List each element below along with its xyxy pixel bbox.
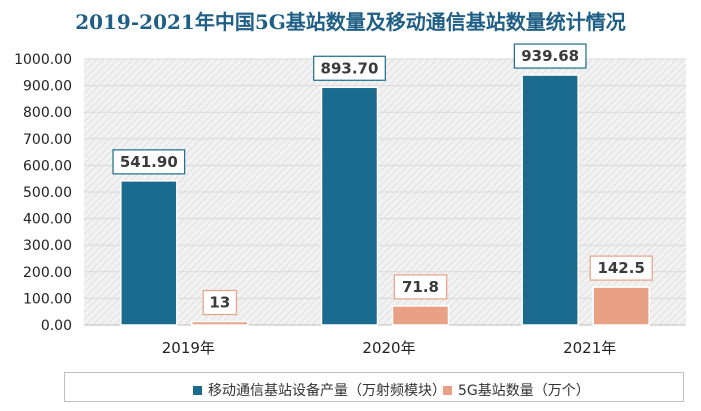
y-tick-label: 200.00 (23, 265, 72, 281)
legend-label-production: 移动通信基站设备产量（万射频模块） (208, 383, 446, 399)
bar (320, 86, 379, 326)
legend-label-5g: 5G基站数量（万个） (458, 383, 590, 399)
y-tick-label: 900.00 (23, 79, 72, 95)
y-tick-label: 400.00 (23, 212, 72, 228)
bar (592, 286, 650, 326)
data-label-box (112, 149, 186, 175)
data-label: 142.5 (597, 259, 644, 277)
y-tick-label: 700.00 (23, 132, 72, 148)
bar (120, 180, 178, 326)
y-tick-label: 0.00 (41, 318, 72, 334)
x-tick-label: 2020年 (362, 339, 415, 357)
data-label: 13 (209, 294, 230, 312)
y-tick-label: 800.00 (23, 105, 72, 121)
data-label: 541.90 (120, 153, 178, 171)
data-label-box (513, 43, 587, 69)
y-tick-label: 100.00 (23, 291, 72, 307)
x-tick-label: 2021年 (563, 339, 616, 357)
y-tick-label: 600.00 (23, 158, 72, 174)
legend-item-production: 移动通信基站设备产量（万射频模块） (193, 380, 446, 400)
legend-swatch-5g (443, 385, 452, 395)
y-tick-label: 300.00 (23, 238, 72, 254)
y-tick-label: 1000.00 (14, 52, 72, 68)
data-label: 893.70 (321, 59, 379, 77)
legend-swatch-production (193, 385, 202, 395)
y-tick-label: 500.00 (23, 185, 72, 201)
legend-item-5g: 5G基站数量（万个） (443, 380, 590, 400)
bar (191, 320, 249, 326)
data-label-box (393, 274, 448, 300)
chart-title: 2019-2021年中国5G基站数量及移动通信基站数量统计情况 (75, 10, 626, 34)
bar (521, 74, 579, 326)
bar (391, 305, 450, 326)
data-label-box (589, 255, 653, 281)
data-label-box (313, 55, 386, 81)
data-label: 71.8 (402, 278, 439, 296)
data-label: 939.68 (521, 47, 579, 65)
data-label-box (202, 289, 238, 316)
chart-legend: 移动通信基站设备产量（万射频模块） 5G基站数量（万个） (64, 372, 684, 402)
x-tick-label: 2019年 (162, 339, 215, 357)
